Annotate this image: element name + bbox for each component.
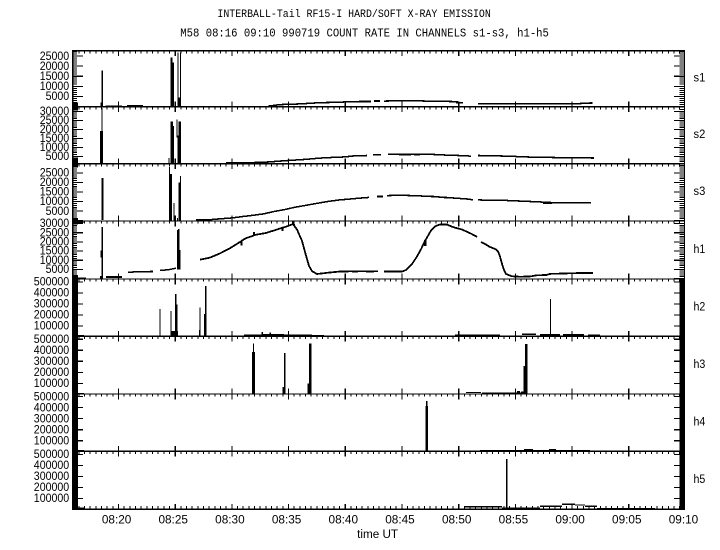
svg-text:time UT: time UT [357,527,398,541]
svg-text:300000: 300000 [34,411,69,425]
svg-text:30000: 30000 [40,216,70,230]
svg-text:09:05: 09:05 [612,513,642,527]
svg-text:h4: h4 [694,415,706,429]
svg-text:100000: 100000 [34,319,69,333]
svg-text:200000: 200000 [34,422,69,436]
svg-text:08:20: 08:20 [102,513,132,527]
svg-text:h2: h2 [694,300,706,314]
svg-text:15000: 15000 [40,185,70,199]
svg-text:30000: 30000 [40,104,70,118]
svg-text:s3: s3 [694,184,706,198]
svg-text:5000: 5000 [46,89,70,103]
svg-text:10000: 10000 [40,253,70,267]
svg-text:08:35: 08:35 [272,513,302,527]
svg-text:08:30: 08:30 [215,513,245,527]
svg-text:09:10: 09:10 [669,513,699,527]
svg-text:09:00: 09:00 [555,513,585,527]
svg-text:20000: 20000 [40,235,70,249]
svg-text:100000: 100000 [34,433,69,447]
svg-text:300000: 300000 [34,354,69,368]
svg-text:08:45: 08:45 [385,513,415,527]
svg-text:s1: s1 [694,71,706,85]
svg-text:200000: 200000 [34,480,69,494]
svg-text:10000: 10000 [40,194,70,208]
svg-text:500000: 500000 [34,389,69,403]
svg-text:500000: 500000 [34,447,69,461]
svg-text:400000: 400000 [34,343,69,357]
svg-text:10000: 10000 [40,140,70,154]
svg-text:15000: 15000 [40,244,70,258]
svg-text:25000: 25000 [40,225,70,239]
svg-text:INTERBALL-Tail RF15-I HARD/SOF: INTERBALL-Tail RF15-I HARD/SOFT X-RAY EM… [217,9,490,21]
svg-text:08:55: 08:55 [499,513,529,527]
svg-text:500000: 500000 [34,332,69,346]
svg-text:300000: 300000 [34,297,69,311]
svg-text:M58 08:16 09:10 990719 COUNT: M58 08:16 09:10 990719 COUNT RATE IN CHA… [180,26,549,40]
svg-text:25000: 25000 [40,49,70,63]
svg-text:h3: h3 [694,357,706,371]
svg-text:20000: 20000 [40,122,70,136]
svg-text:400000: 400000 [34,286,69,300]
svg-text:200000: 200000 [34,365,69,379]
svg-text:25000: 25000 [40,113,70,127]
svg-text:25000: 25000 [40,166,70,180]
svg-text:08:40: 08:40 [329,513,359,527]
svg-text:5000: 5000 [46,262,70,276]
svg-text:500000: 500000 [34,275,69,289]
svg-text:400000: 400000 [34,400,69,414]
svg-text:5000: 5000 [46,204,70,218]
svg-text:08:50: 08:50 [442,513,472,527]
svg-text:10000: 10000 [40,79,70,93]
svg-text:5000: 5000 [46,149,70,163]
svg-text:h1: h1 [694,242,706,256]
svg-text:300000: 300000 [34,469,69,483]
svg-text:20000: 20000 [40,175,70,189]
svg-text:20000: 20000 [40,59,70,73]
svg-text:400000: 400000 [34,458,69,472]
svg-text:15000: 15000 [40,131,70,145]
svg-text:200000: 200000 [34,308,69,322]
svg-text:15000: 15000 [40,69,70,83]
svg-text:100000: 100000 [34,376,69,390]
svg-text:100000: 100000 [34,491,69,505]
svg-text:h5: h5 [694,472,706,486]
svg-text:s2: s2 [694,127,706,141]
svg-text:08:25: 08:25 [158,513,188,527]
